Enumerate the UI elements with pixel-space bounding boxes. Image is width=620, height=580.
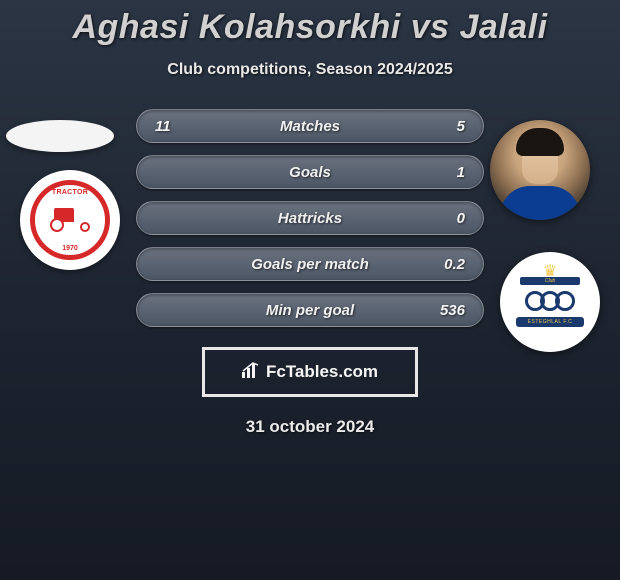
stat-label: Matches xyxy=(280,118,340,135)
player-left-placeholder xyxy=(6,120,114,152)
stat-label: Goals xyxy=(289,164,331,181)
club-left-year: 1970 xyxy=(62,245,78,252)
stat-row-matches: 11 Matches 5 xyxy=(136,109,484,143)
stat-right-value: 5 xyxy=(427,118,465,135)
stat-right-value: 536 xyxy=(427,302,465,319)
stat-right-value: 0.2 xyxy=(427,256,465,273)
stat-row-goals-per-match: Goals per match 0.2 xyxy=(136,247,484,281)
tractor-icon xyxy=(50,208,90,232)
player-right-avatar xyxy=(490,120,590,220)
stat-label: Min per goal xyxy=(266,302,354,319)
club-left-name: TRACTOR xyxy=(52,189,88,196)
stat-row-goals: Goals 1 xyxy=(136,155,484,189)
club-right-banner-bottom: ESTEGHLAL F.C xyxy=(516,317,584,327)
stat-left-value: 11 xyxy=(155,118,193,135)
club-left-badge: TRACTOR 1970 xyxy=(20,170,120,270)
stat-label: Goals per match xyxy=(251,256,369,273)
stat-row-min-per-goal: Min per goal 536 xyxy=(136,293,484,327)
branding-label: FcTables.com xyxy=(266,362,378,382)
club-right-badge: ♛ Club ESTEGHLAL F.C xyxy=(500,252,600,352)
stat-right-value: 1 xyxy=(427,164,465,181)
stat-right-value: 0 xyxy=(427,210,465,227)
club-right-banner-top: Club xyxy=(520,277,580,285)
stat-label: Hattricks xyxy=(278,210,342,227)
rings-icon xyxy=(525,291,575,311)
date-label: 31 october 2024 xyxy=(0,417,620,437)
branding-box: FcTables.com xyxy=(202,347,418,397)
page-title: Aghasi Kolahsorkhi vs Jalali xyxy=(0,0,620,47)
subtitle: Club competitions, Season 2024/2025 xyxy=(0,61,620,79)
bar-chart-icon xyxy=(242,362,262,383)
stat-row-hattricks: Hattricks 0 xyxy=(136,201,484,235)
